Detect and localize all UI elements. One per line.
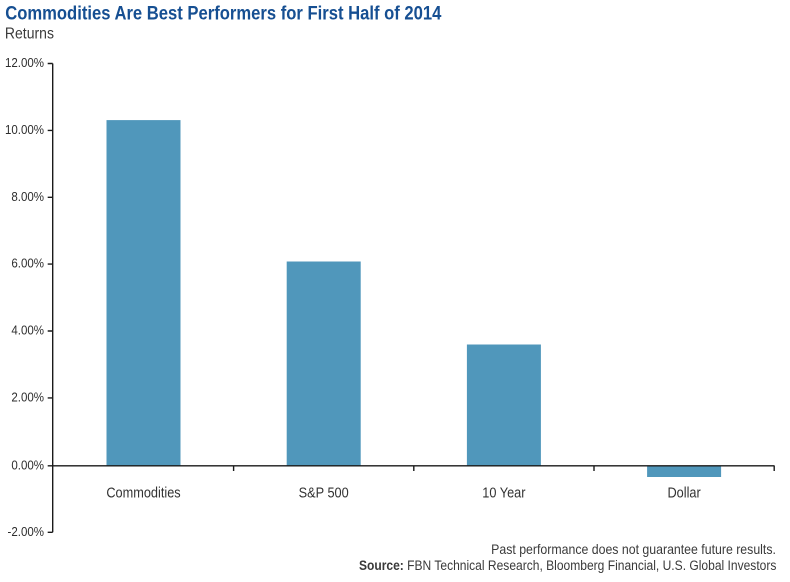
- svg-text:Past performance does not guar: Past performance does not guarantee futu…: [491, 542, 776, 558]
- svg-text:Returns: Returns: [5, 26, 54, 43]
- svg-text:Source: FBN Technical Research: Source: FBN Technical Research, Bloomber…: [359, 557, 776, 573]
- svg-text:10 Year: 10 Year: [482, 483, 526, 500]
- svg-text:S&P 500: S&P 500: [299, 483, 349, 500]
- svg-text:Commodities: Commodities: [106, 483, 180, 500]
- svg-text:8.00%: 8.00%: [11, 189, 44, 204]
- svg-text:4.00%: 4.00%: [11, 323, 44, 338]
- svg-text:6.00%: 6.00%: [11, 256, 44, 271]
- svg-text:2.00%: 2.00%: [11, 390, 44, 405]
- svg-text:Commodities Are Best Performer: Commodities Are Best Performers for Firs…: [5, 3, 441, 24]
- svg-text:0.00%: 0.00%: [11, 458, 44, 473]
- svg-text:10.00%: 10.00%: [5, 122, 44, 137]
- svg-text:12.00%: 12.00%: [5, 55, 44, 70]
- svg-text:Dollar: Dollar: [667, 483, 701, 500]
- svg-text:-2.00%: -2.00%: [8, 524, 45, 539]
